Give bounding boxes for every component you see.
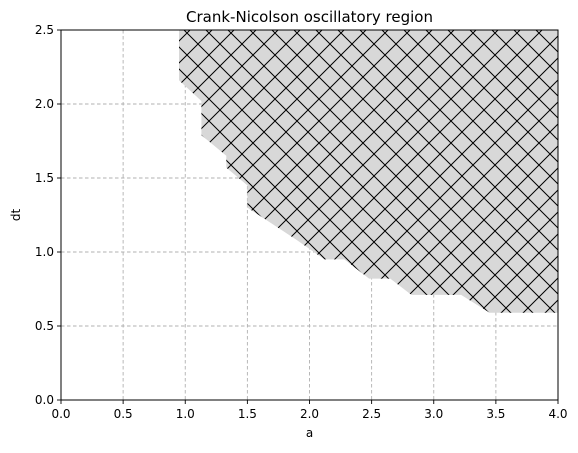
- plot-frame: [60, 29, 559, 401]
- x-tick-label-0: 0.0: [51, 407, 70, 421]
- y-tick-label-5: 2.5: [35, 23, 54, 37]
- y-tick-label-3: 1.5: [35, 171, 54, 185]
- y-axis-label: dt: [9, 209, 23, 222]
- x-axis-label: a: [306, 426, 313, 440]
- y-tick-label-4: 2.0: [35, 97, 54, 111]
- y-tick-label-2: 1.0: [35, 245, 54, 259]
- x-tick-label-6: 3.0: [424, 407, 443, 421]
- x-tick-label-3: 1.5: [238, 407, 257, 421]
- y-tick-label-0: 0.0: [35, 393, 54, 407]
- x-tick-label-8: 4.0: [548, 407, 567, 421]
- x-tick-label-2: 1.0: [176, 407, 195, 421]
- ticks: 0.0 0.5 1.0 1.5 2.0 2.5 3.0 3.5 4.0 0.0 0.5 1.0 1.5 2…: [35, 23, 568, 421]
- x-tick-label-4: 2.0: [300, 407, 319, 421]
- x-tick-label-5: 2.5: [362, 407, 381, 421]
- region-layer: [179, 30, 558, 313]
- y-tick-label-1: 0.5: [35, 319, 54, 333]
- chart-title: Crank-Nicolson oscillatory region: [186, 8, 433, 26]
- oscillatory-region-hatch: [179, 30, 558, 313]
- x-tick-label-7: 3.5: [486, 407, 505, 421]
- x-tick-label-1: 0.5: [114, 407, 133, 421]
